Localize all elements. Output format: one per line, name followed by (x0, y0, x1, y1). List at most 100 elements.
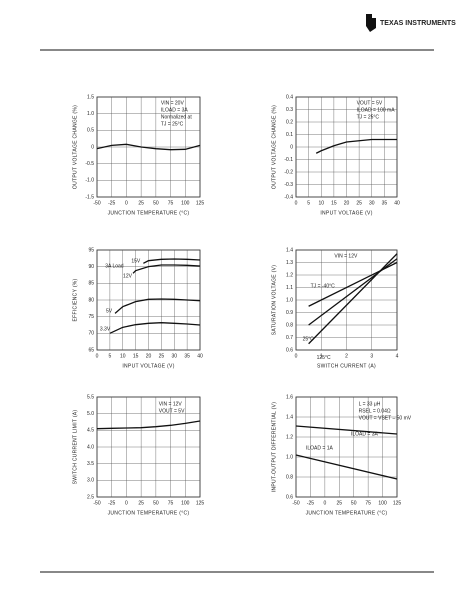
y-tick-label: 1.1 (286, 285, 293, 291)
x-tick-label: -25 (108, 200, 115, 206)
x-tick-label: 5 (108, 353, 111, 359)
series-line (295, 454, 398, 480)
series-label: 3.3V (100, 327, 111, 333)
series-label: 12V (123, 274, 133, 280)
annotation: VOUT = 5V (159, 408, 185, 414)
annotation: ILOAD = 100 mA (357, 107, 396, 113)
x-tick-label: 100 (181, 200, 190, 206)
y-tick-label: 0.5 (87, 128, 94, 134)
x-tick-label: 40 (394, 200, 400, 206)
y-tick-label: 80 (88, 297, 94, 303)
x-axis-label: INPUT VOLTAGE (V) (122, 363, 174, 369)
ti-logo (366, 14, 376, 32)
series-line (295, 425, 398, 435)
chart: 1.6 1.4 1.2 1.0 0.8 0.6-50 -25 0 25 50 75 100 125 JUN… (271, 394, 411, 516)
y-tick-label: 0 (290, 144, 293, 150)
series-line (315, 138, 397, 154)
x-tick-label: 2 (345, 353, 348, 359)
annotation: 3A Load (105, 263, 124, 269)
x-tick-label: 5 (307, 200, 310, 206)
x-tick-label: -25 (108, 500, 115, 506)
y-tick-label: 1.3 (286, 260, 293, 266)
y-axis-label: OUTPUT VOLTAGE CHANGE (%) (72, 105, 78, 189)
y-tick-label: 2.5 (87, 494, 94, 500)
y-tick-label: 1.6 (286, 394, 293, 400)
y-tick-label: 0.4 (286, 94, 293, 100)
x-tick-label: 10 (120, 353, 126, 359)
y-tick-label: 1.4 (286, 247, 293, 253)
x-tick-label: 3 (370, 353, 373, 359)
series-line (109, 322, 201, 334)
y-axis-label: OUTPUT VOLTAGE CHANGE (%) (271, 105, 277, 189)
y-tick-label: 0.6 (286, 494, 293, 500)
x-tick-label: 100 (378, 500, 387, 506)
y-tick-label: -0.5 (85, 161, 94, 167)
annotation: Normalized at (161, 114, 192, 120)
x-axis-label: JUNCTION TEMPERATURE (°C) (306, 510, 388, 516)
y-tick-label: 85 (88, 281, 94, 287)
x-axis-label: JUNCTION TEMPERATURE (°C) (108, 210, 190, 216)
y-axis-label: SATURATION VOLTAGE (V) (271, 265, 277, 335)
y-tick-label: 0.9 (286, 310, 293, 316)
x-tick-label: 15 (133, 353, 139, 359)
x-tick-label: 125 (196, 200, 205, 206)
logo-icon (366, 14, 376, 32)
y-tick-label: 70 (88, 331, 94, 337)
x-axis-label: INPUT VOLTAGE (V) (320, 210, 372, 216)
chart: 95 90 85 80 75 70 650 5 10 15 20 25 30 35 40 INPUT VOLT… (72, 247, 203, 369)
chart: 1.4 1.3 1.2 1.1 1.0 0.9 0.8 0.7 0.60 1 2 3 4 SWITCH C… (271, 247, 398, 369)
x-axis-label: JUNCTION TEMPERATURE (°C) (108, 510, 190, 516)
series-label: ILOAD = 3A (351, 431, 378, 437)
y-axis-label: INPUT-OUTPUT DIFFERENTIAL (V) (271, 402, 277, 492)
x-tick-label: 125 (393, 500, 402, 506)
y-tick-label: 0.8 (286, 474, 293, 480)
y-tick-label: 1.4 (286, 414, 293, 420)
x-tick-label: 50 (153, 500, 159, 506)
x-tick-label: 25 (159, 353, 165, 359)
y-tick-label: -0.2 (284, 169, 293, 175)
series-line (143, 258, 201, 264)
series-line (96, 420, 201, 430)
series-line (308, 253, 398, 345)
y-tick-label: 3.5 (87, 461, 94, 467)
series-line (308, 258, 398, 326)
x-tick-label: 75 (168, 200, 174, 206)
series-label: 15V (131, 259, 141, 265)
x-tick-label: 0 (125, 200, 128, 206)
x-axis-label: SWITCH CURRENT (A) (317, 363, 376, 369)
series-line (96, 143, 201, 151)
y-tick-label: 4.5 (87, 428, 94, 434)
y-tick-label: 0.3 (286, 107, 293, 113)
x-tick-label: -50 (93, 200, 100, 206)
chart: 0.40.30.20.10-0.1-0.2-0.3-0.40 5 10 15 20 25 3… (271, 94, 400, 216)
annotation: VIN = 12V (159, 401, 183, 407)
y-tick-label: 1.2 (286, 272, 293, 278)
x-tick-label: 30 (171, 353, 177, 359)
series-label: ILOAD = 1A (306, 445, 333, 451)
y-tick-label: 4.0 (87, 444, 94, 450)
x-tick-label: 50 (351, 500, 357, 506)
annotation: L = 33 μH (359, 401, 381, 407)
y-tick-label: -1.0 (85, 178, 94, 184)
y-tick-label: 5.0 (87, 411, 94, 417)
y-axis-label: EFFICIENCY (%) (72, 278, 78, 321)
series-line (114, 298, 201, 314)
annotation: TJ = 25°C (161, 121, 184, 127)
y-tick-label: -1.5 (85, 194, 94, 200)
x-tick-label: 25 (138, 200, 144, 206)
y-tick-label: 0.2 (286, 119, 293, 125)
chart: 1.5 1.0 0.5 0 -0.5 -1.0 -1.5-50 -25 0 25 50 75 100 12… (72, 94, 204, 216)
x-tick-label: -50 (292, 500, 299, 506)
x-tick-label: 20 (146, 353, 152, 359)
annotation: TJ = 25°C (357, 114, 380, 120)
y-tick-label: -0.3 (284, 182, 293, 188)
series-label: 5V (106, 309, 113, 315)
series-label: TJ = -40°C (311, 284, 335, 290)
series-line (132, 264, 201, 274)
y-tick-label: 1.0 (87, 111, 94, 117)
y-tick-label: 95 (88, 247, 94, 253)
x-tick-label: 35 (382, 200, 388, 206)
x-tick-label: 40 (197, 353, 203, 359)
y-tick-label: 75 (88, 314, 94, 320)
